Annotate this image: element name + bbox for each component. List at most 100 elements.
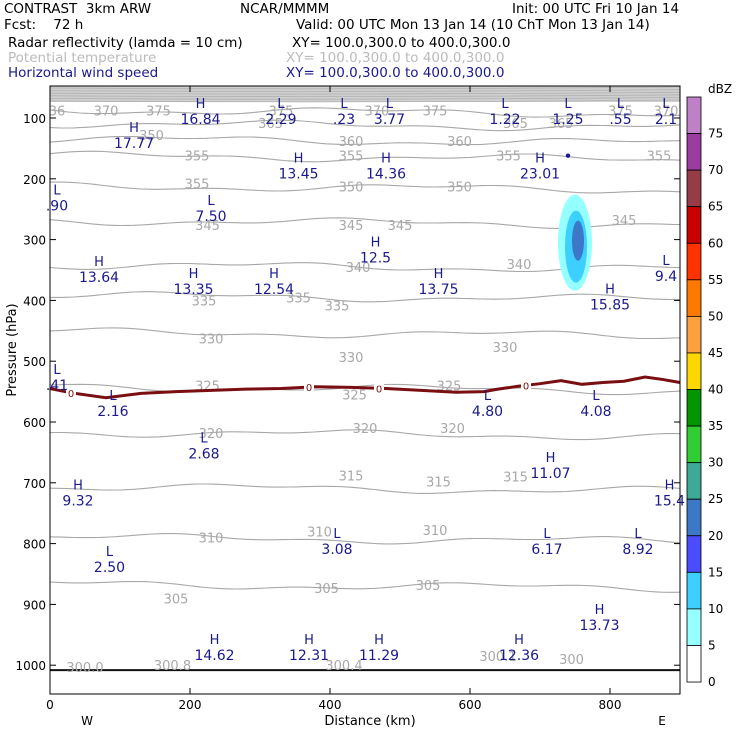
wind-extremum-type: H [189, 267, 199, 282]
valid-time: Valid: 00 UTC Mon 13 Jan 14 (10 ChT Mon … [296, 17, 650, 33]
colorbar-tick-label: 40 [708, 383, 723, 397]
wind-extremum-value: .90 [46, 198, 68, 214]
isotherm-label-bg [374, 382, 384, 395]
theta-label: 375 [608, 105, 633, 120]
theta-contour-335 [50, 291, 680, 303]
theta-label: 300 [559, 653, 584, 668]
theta-label: 370 [94, 105, 119, 120]
wind-extremum-value: 2.50 [94, 560, 125, 576]
theta-label: 300.4 [325, 659, 362, 674]
x-axis-label: Distance (km) [324, 714, 415, 729]
top-band-contour [50, 94, 680, 97]
theta-contour-305 [50, 581, 680, 593]
colorbar-unit: dBZ [708, 82, 732, 96]
colorbar-tick-label: 45 [708, 346, 723, 360]
wind-extremum-value: 13.35 [173, 282, 213, 298]
theta-label: 310 [307, 525, 332, 540]
theta-label: 300.0 [66, 661, 103, 676]
theta-label: 350 [139, 129, 164, 144]
y-tick-label: 1000 [15, 659, 46, 673]
wind-extremum-type: L [592, 389, 600, 404]
y-tick-label: 700 [23, 477, 46, 491]
wind-extremum-type: L [53, 363, 61, 378]
theta-label: 335 [192, 294, 217, 309]
wind-extremum-value: 6.17 [531, 542, 562, 558]
theta-label: 315 [426, 476, 451, 491]
y-tick-label: 200 [23, 173, 46, 187]
x-tick-label: 400 [319, 698, 342, 712]
field-name-wind: Horizontal wind speed [8, 65, 159, 81]
colorbar-swatch [686, 608, 702, 646]
field-name-theta: Potential temperature [8, 50, 157, 66]
colorbar-swatch [686, 133, 702, 171]
theta-label: 330 [199, 333, 224, 348]
y-tick-label: 500 [23, 355, 46, 369]
wind-extremum-value: 3.77 [374, 112, 405, 128]
theta-label: 345 [195, 219, 220, 234]
field-xy-wind: XY= 100.0,300.0 to 400.0,300.0 [286, 65, 505, 81]
colorbar-swatch [686, 462, 702, 500]
wind-extremum-value: 2.16 [97, 404, 128, 420]
y-tick-label: 800 [23, 538, 46, 552]
colorbar-swatch [686, 96, 702, 134]
colorbar-tick-label: 15 [708, 565, 723, 579]
isotherm-label: 0 [376, 384, 382, 395]
x-tick-label: 800 [599, 698, 622, 712]
wind-extremum-type: L [543, 527, 551, 542]
theta-label: 355 [647, 150, 672, 165]
x-tick-label: 0 [46, 698, 54, 712]
theta-contour-365 [50, 119, 680, 132]
wind-extremum-type: L [617, 97, 625, 112]
theta-label: 355 [185, 150, 210, 165]
wind-extremum-value: 7.50 [195, 209, 226, 225]
top-band-contour [50, 89, 680, 92]
colorbar-tick-label: 65 [708, 200, 723, 214]
theta-label: 305 [314, 582, 339, 597]
x-tick-label: 200 [179, 698, 202, 712]
init-time: Init: 00 UTC Fri 10 Jan 14 [512, 1, 680, 17]
colorbar-swatch [686, 206, 702, 244]
x-end-label-west: W [81, 714, 93, 728]
theta-label: 320 [199, 427, 224, 442]
wind-extremum-value: 13.73 [579, 618, 619, 634]
theta-label: 335 [325, 299, 350, 314]
colorbar-swatch [686, 425, 702, 464]
colorbar-tick-label: 10 [708, 602, 723, 616]
wind-extremum-type: H [595, 603, 605, 618]
colorbar-swatch [686, 535, 702, 573]
wind-extremum-type: H [94, 255, 104, 270]
theta-label: 370 [364, 105, 389, 120]
theta-label: 355 [496, 150, 521, 165]
wind-extremum-value: 2.1 [655, 112, 677, 128]
y-tick-label: 400 [23, 294, 46, 308]
theta-label: 305 [416, 579, 441, 594]
wind-extremum-value: 11.07 [530, 466, 570, 482]
field-xy-reflectivity: XY= 100.0,300.0 to 400.0,300.0 [292, 35, 511, 51]
wind-extremum-value: 12.31 [289, 648, 329, 664]
colorbar-tick-label: 25 [708, 492, 723, 506]
top-band-contour [50, 86, 680, 90]
wind-extremum-value: 9.4 [655, 269, 677, 285]
wind-extremum-value: 2.29 [265, 112, 296, 128]
wind-extremum-value: 4.08 [580, 404, 611, 420]
colorbar-tick-label: 35 [708, 419, 723, 433]
wind-extremum-type: L [106, 545, 114, 560]
wind-extremum-type: H [535, 152, 545, 167]
theta-label: 315 [503, 471, 528, 486]
wind-extremum-type: H [514, 633, 524, 648]
colorbar-swatch [686, 352, 702, 390]
wind-extremum-type: L [109, 389, 117, 404]
wind-extremum-value: 12.36 [499, 648, 539, 664]
theta-label: 330 [339, 351, 364, 366]
wind-extremum-value: 13.45 [278, 167, 318, 183]
model-title: CONTRAST 3km ARW [4, 1, 152, 17]
isotherm-label: 0 [68, 389, 74, 400]
theta-label: 350 [447, 181, 472, 196]
top-band-contour [50, 97, 680, 100]
theta-label: 355 [185, 178, 210, 193]
theta-label: 340 [507, 258, 532, 273]
wind-extremum-type: L [662, 97, 670, 112]
colorbar-tick-label: 70 [708, 163, 723, 177]
wind-extremum-value: 15.85 [590, 297, 630, 313]
